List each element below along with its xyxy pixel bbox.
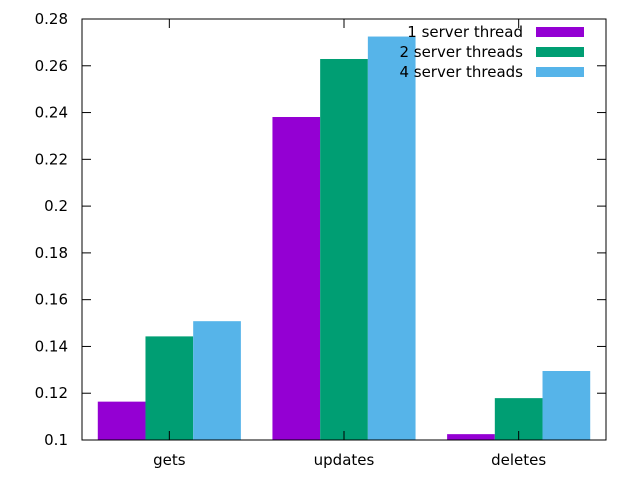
- legend-swatch-1: [536, 27, 584, 37]
- bar-updates-series-1: [272, 116, 321, 440]
- y-tick-label: 0.14: [35, 337, 68, 355]
- bars-layer: [97, 36, 591, 441]
- y-tick-label: 0.1: [44, 431, 68, 449]
- x-tick-label-gets: gets: [153, 451, 186, 469]
- legend-label-3: 4 server threads: [399, 63, 523, 81]
- bar-updates-series-3: [367, 36, 416, 441]
- bar-gets-series-3: [193, 321, 241, 440]
- x-tick-label-deletes: deletes: [491, 451, 546, 469]
- y-tick-label: 0.26: [35, 57, 68, 75]
- legend-label-1: 1 server thread: [407, 23, 523, 41]
- bar-gets-series-2: [145, 336, 194, 440]
- axes-layer: 0.1 0.12 0.14 0.16 0.18 0.2 0.22 0.24 0.26 0.28 ge…: [35, 10, 607, 469]
- y-tick-label: 0.28: [35, 10, 68, 28]
- bar-gets-series-1: [97, 401, 146, 440]
- y-tick-label: 0.24: [35, 104, 68, 122]
- y-tick-label: 0.22: [35, 150, 68, 168]
- legend: 1 server thread 2 server threads 4 server …: [399, 23, 584, 81]
- y-tick-label: 0.18: [35, 244, 68, 262]
- legend-swatch-2: [536, 47, 584, 57]
- legend-label-2: 2 server threads: [399, 43, 523, 61]
- legend-swatch-3: [536, 67, 584, 77]
- bar-deletes-series-1: [447, 434, 495, 440]
- y-tick-label: 0.16: [35, 291, 68, 309]
- bar-deletes-series-3: [542, 371, 591, 440]
- y-tick-label: 0.2: [44, 197, 68, 215]
- y-tick-label: 0.12: [35, 384, 68, 402]
- bar-updates-series-2: [320, 58, 368, 441]
- x-tick-label-updates: updates: [314, 451, 375, 469]
